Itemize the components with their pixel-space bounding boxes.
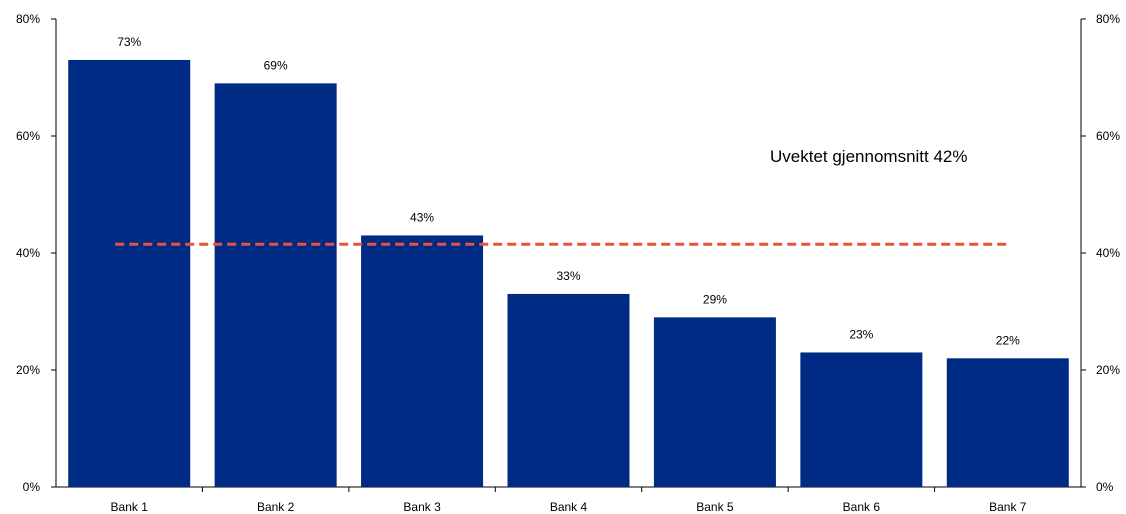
bars: 73% Bank 1 69% Bank 2 43% Bank 3 33% Bank 4 29% B… [68, 35, 1069, 514]
x-tick-label: Bank 1 [111, 500, 149, 514]
y-tick-label-left: 0% [23, 480, 41, 494]
bar-value-label: 73% [117, 35, 141, 49]
bar-value-label: 33% [556, 269, 580, 283]
bar-value-label: 29% [703, 292, 727, 306]
y-tick-label-left: 80% [16, 12, 40, 26]
x-tick-label: Bank 3 [403, 500, 441, 514]
x-tick-label: Bank 2 [257, 500, 295, 514]
average-annotation: Uvektet gjennomsnitt 42% [770, 147, 968, 166]
x-tick-label: Bank 5 [696, 500, 734, 514]
y-tick-label-right: 80% [1096, 12, 1120, 26]
bar [361, 235, 484, 487]
bar-value-label: 23% [849, 327, 873, 341]
bar [653, 317, 776, 487]
bar [946, 358, 1069, 487]
y-tick-label-left: 60% [16, 129, 40, 143]
bar-value-label: 69% [264, 58, 288, 72]
x-tick-label: Bank 4 [550, 500, 588, 514]
bar-value-label: 22% [996, 333, 1020, 347]
bar [800, 352, 923, 487]
y-tick-label-right: 60% [1096, 129, 1120, 143]
bar-value-label: 43% [410, 210, 434, 224]
bar [214, 83, 337, 487]
y-tick-label-left: 20% [16, 363, 40, 377]
y-tick-label-right: 0% [1096, 480, 1114, 494]
x-tick-label: Bank 7 [989, 500, 1027, 514]
y-tick-label-right: 20% [1096, 363, 1120, 377]
bar [507, 293, 630, 487]
y-tick-label-left: 40% [16, 246, 40, 260]
y-tick-label-right: 40% [1096, 246, 1120, 260]
bar [68, 59, 191, 487]
x-tick-label: Bank 6 [843, 500, 881, 514]
